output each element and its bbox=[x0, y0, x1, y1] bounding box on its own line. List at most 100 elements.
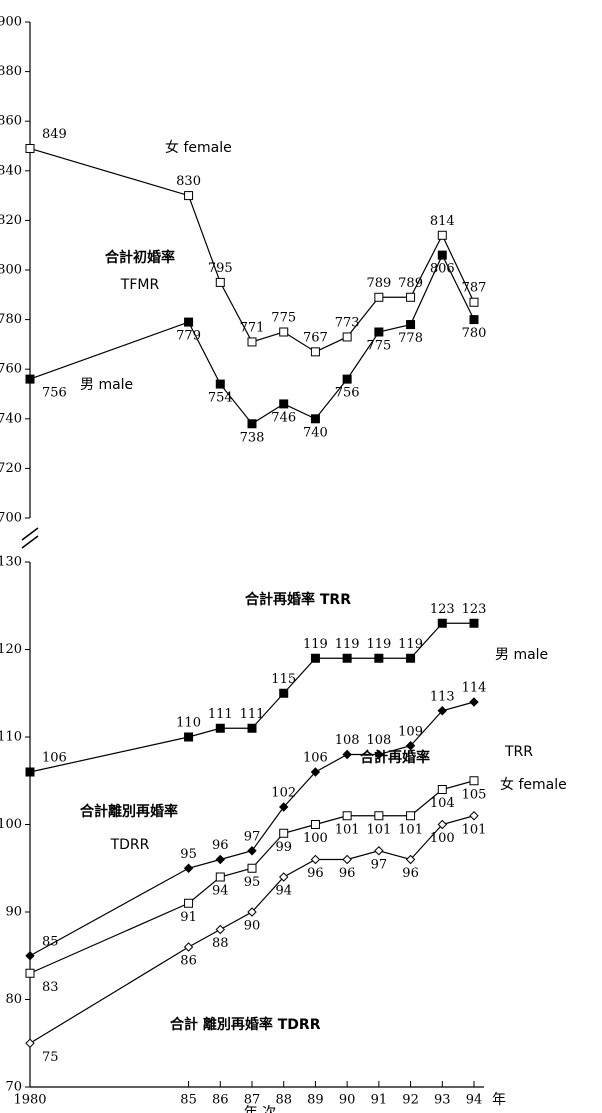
marker bbox=[405, 854, 416, 865]
value-label: 99 bbox=[275, 840, 292, 855]
y-tick-label: 70 bbox=[5, 1080, 22, 1095]
y-tick-label: 120 bbox=[0, 642, 22, 657]
annotation: 女 female bbox=[500, 776, 567, 793]
marker bbox=[437, 706, 447, 716]
annotation: 合計再婚率 TRR bbox=[245, 591, 351, 608]
value-label: 95 bbox=[244, 875, 261, 890]
marker bbox=[469, 697, 479, 707]
marker bbox=[25, 767, 35, 777]
y-tick-label: 780 bbox=[0, 312, 22, 327]
annotation: 男 male bbox=[495, 647, 548, 663]
marker bbox=[279, 872, 289, 882]
x-axis-label: 年 次 bbox=[244, 1105, 276, 1113]
x-tick-label: 89 bbox=[307, 1093, 324, 1108]
value-label: 814 bbox=[430, 214, 455, 229]
marker bbox=[184, 317, 194, 327]
value-label: 108 bbox=[366, 733, 391, 748]
value-label: 773 bbox=[335, 315, 360, 330]
value-label: 101 bbox=[366, 822, 391, 837]
value-label: 119 bbox=[303, 637, 328, 652]
value-label: 756 bbox=[335, 386, 360, 401]
x-tick-label: 86 bbox=[212, 1093, 229, 1108]
marker bbox=[437, 250, 447, 260]
marker bbox=[342, 653, 352, 663]
x-unit: 年 bbox=[492, 1092, 506, 1108]
value-label: 787 bbox=[462, 281, 487, 296]
y-tick-label: 130 bbox=[0, 555, 22, 570]
marker bbox=[310, 820, 320, 829]
value-label: 119 bbox=[398, 637, 423, 652]
marker bbox=[342, 332, 352, 342]
y-tick-label: 110 bbox=[0, 730, 22, 745]
annotation: 女 female bbox=[165, 139, 232, 156]
marker bbox=[184, 898, 194, 908]
value-label: 771 bbox=[240, 320, 265, 335]
x-tick-label: 1980 bbox=[13, 1093, 46, 1108]
value-label: 94 bbox=[275, 884, 292, 899]
marker bbox=[183, 942, 194, 952]
marker bbox=[279, 688, 289, 698]
marker bbox=[469, 811, 479, 821]
value-label: 795 bbox=[208, 261, 233, 276]
marker bbox=[25, 1038, 35, 1048]
marker bbox=[342, 854, 352, 865]
value-label: 767 bbox=[303, 330, 328, 345]
marker bbox=[25, 968, 35, 978]
y-tick-label: 840 bbox=[0, 163, 22, 178]
marker bbox=[437, 819, 447, 830]
marker bbox=[437, 785, 447, 794]
annotation: 男 male bbox=[80, 377, 133, 393]
value-label: 806 bbox=[430, 262, 455, 277]
value-label: 95 bbox=[180, 847, 197, 862]
y-tick-label: 900 bbox=[0, 15, 22, 30]
value-label: 779 bbox=[176, 329, 201, 344]
value-label: 91 bbox=[180, 910, 197, 925]
marker bbox=[469, 618, 479, 628]
y-tick-label: 720 bbox=[0, 461, 22, 476]
value-label: 90 bbox=[244, 919, 261, 934]
y-tick-label: 820 bbox=[0, 213, 22, 228]
value-label: 85 bbox=[42, 934, 59, 949]
marker bbox=[437, 230, 447, 240]
marker bbox=[215, 872, 225, 882]
value-label: 746 bbox=[271, 410, 296, 425]
marker bbox=[469, 315, 479, 325]
y-tick-label: 880 bbox=[0, 64, 22, 79]
value-label: 102 bbox=[271, 786, 296, 801]
value-label: 100 bbox=[430, 831, 455, 846]
value-label: 113 bbox=[430, 689, 455, 704]
marker bbox=[406, 653, 416, 663]
y-tick-label: 700 bbox=[0, 511, 22, 526]
marker bbox=[310, 767, 321, 777]
value-label: 105 bbox=[462, 787, 487, 802]
x-tick-label: 91 bbox=[371, 1093, 388, 1108]
value-label: 96 bbox=[212, 838, 229, 853]
marker bbox=[279, 802, 289, 812]
value-label: 114 bbox=[462, 681, 487, 696]
marker bbox=[215, 723, 225, 733]
value-label: 108 bbox=[335, 733, 360, 748]
marker bbox=[374, 653, 384, 663]
x-tick-label: 85 bbox=[180, 1093, 197, 1108]
marker bbox=[469, 776, 479, 786]
marker bbox=[374, 811, 384, 821]
marker bbox=[215, 924, 225, 935]
value-label: 104 bbox=[430, 796, 455, 811]
marker bbox=[342, 749, 352, 760]
value-label: 94 bbox=[212, 884, 229, 899]
marker bbox=[310, 414, 320, 424]
marker bbox=[247, 907, 257, 917]
y-tick-label: 740 bbox=[0, 411, 22, 426]
annotation: TFMR bbox=[120, 277, 160, 293]
marker bbox=[279, 399, 289, 409]
value-label: 83 bbox=[42, 980, 59, 995]
value-label: 101 bbox=[462, 822, 487, 837]
value-label: 75 bbox=[42, 1050, 59, 1065]
value-label: 775 bbox=[366, 339, 391, 354]
marker bbox=[25, 951, 35, 961]
value-label: 778 bbox=[398, 331, 423, 346]
x-tick-label: 92 bbox=[402, 1093, 419, 1108]
y-tick-label: 760 bbox=[0, 362, 22, 377]
marker bbox=[215, 379, 225, 389]
